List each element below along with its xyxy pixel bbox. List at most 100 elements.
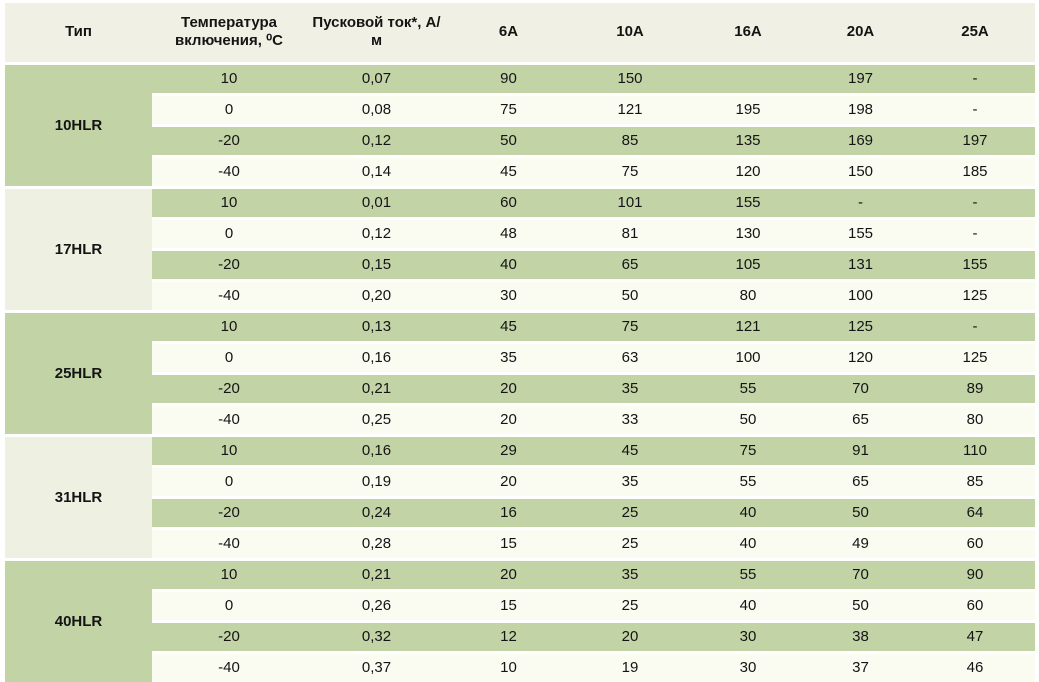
data-cell: 80	[915, 402, 1035, 435]
data-cell: 0	[152, 216, 306, 249]
data-row: -40 0,25 20 33 50 65 80	[5, 402, 1035, 435]
data-cell: 0,16	[306, 340, 447, 373]
data-cell: 0,12	[306, 123, 447, 156]
data-cell: -20	[152, 247, 306, 280]
data-row: -20 0,32 12 20 30 38 47	[5, 619, 1035, 652]
data-row: 0 0,26 15 25 40 50 60	[5, 588, 1035, 621]
data-cell: 0,26	[306, 588, 447, 621]
data-cell: 0,28	[306, 526, 447, 559]
data-cell	[690, 61, 806, 94]
data-cell: 15	[447, 526, 570, 559]
data-cell: -	[915, 216, 1035, 249]
data-cell: 75	[690, 433, 806, 466]
data-cell: 110	[915, 433, 1035, 466]
data-row: 25HLR 10 0,13 45 75 121 125-	[5, 309, 1035, 435]
data-cell: 185	[915, 154, 1035, 187]
data-cell: 0,07	[306, 61, 447, 94]
data-cell: 12	[447, 619, 570, 652]
data-cell: 0,21	[306, 371, 447, 404]
data-cell: 40	[690, 588, 806, 621]
data-cell: 40	[690, 526, 806, 559]
data-cell: 30	[447, 278, 570, 311]
table-header: Тип Температура включения, ⁰С Пусковой т…	[5, 3, 1035, 63]
data-cell: 0,01	[306, 185, 447, 218]
col-header-25a: 25А	[915, 3, 1035, 63]
data-cell: 40	[447, 247, 570, 280]
header-row: Тип Температура включения, ⁰С Пусковой т…	[5, 3, 1035, 63]
data-cell: 75	[570, 309, 690, 342]
data-cell: 10	[152, 433, 306, 466]
data-cell: 198	[806, 92, 915, 125]
type-cell: 25HLR	[5, 309, 152, 435]
data-cell: 10	[152, 557, 306, 590]
col-header-temperature: Температура включения, ⁰С	[152, 3, 306, 63]
data-cell: 70	[806, 371, 915, 404]
data-cell: 16	[447, 495, 570, 528]
data-cell: 197	[915, 123, 1035, 156]
data-cell: 0,24	[306, 495, 447, 528]
data-cell: 0	[152, 588, 306, 621]
data-row: -20 0,15 40 65 105 131 155	[5, 247, 1035, 280]
data-cell: 35	[570, 371, 690, 404]
col-header-6a: 6А	[447, 3, 570, 63]
data-cell: 47	[915, 619, 1035, 652]
data-cell: 0,19	[306, 464, 447, 497]
col-header-type: Тип	[5, 3, 152, 63]
data-cell: -40	[152, 402, 306, 435]
data-cell: 45	[447, 309, 570, 342]
data-cell: 0,16	[306, 433, 447, 466]
data-cell: 50	[806, 495, 915, 528]
data-row: -20 0,21 20 35 55 70 89	[5, 371, 1035, 404]
data-cell: 120	[806, 340, 915, 373]
type-cell: 31HLR	[5, 433, 152, 559]
data-cell: 75	[570, 154, 690, 187]
data-cell: 10	[152, 185, 306, 218]
data-cell: 10	[152, 61, 306, 94]
data-row: 0 0,12 48 81 130 155-	[5, 216, 1035, 249]
data-cell: 169	[806, 123, 915, 156]
data-row: 17HLR 10 0,01 60 101 155- -	[5, 185, 1035, 311]
data-cell: 50	[447, 123, 570, 156]
data-cell: 155	[915, 247, 1035, 280]
data-cell: -	[915, 61, 1035, 94]
data-cell: 60	[915, 526, 1035, 559]
data-cell: 120	[690, 154, 806, 187]
data-cell: 38	[806, 619, 915, 652]
data-cell: 105	[690, 247, 806, 280]
data-cell: 25	[570, 588, 690, 621]
data-cell: 125	[806, 309, 915, 342]
data-cell: 40	[690, 495, 806, 528]
data-cell: 60	[915, 588, 1035, 621]
data-cell: -40	[152, 154, 306, 187]
data-cell: 125	[915, 278, 1035, 311]
data-row: -40 0,37 10 19 30 37 46	[5, 650, 1035, 682]
data-cell: 19	[570, 650, 690, 682]
data-cell: 81	[570, 216, 690, 249]
data-cell: -40	[152, 278, 306, 311]
data-cell: 125	[915, 340, 1035, 373]
data-cell: -	[806, 185, 915, 218]
data-cell: 15	[447, 588, 570, 621]
thermal-relay-spec-table: Тип Температура включения, ⁰С Пусковой т…	[5, 3, 1035, 682]
data-cell: 55	[690, 557, 806, 590]
data-cell: 50	[806, 588, 915, 621]
data-cell: 121	[570, 92, 690, 125]
data-cell: 25	[570, 495, 690, 528]
data-cell: -20	[152, 495, 306, 528]
data-cell: 35	[570, 557, 690, 590]
data-cell: 49	[806, 526, 915, 559]
data-cell: 101	[570, 185, 690, 218]
data-cell: 0,37	[306, 650, 447, 682]
data-cell: 20	[447, 402, 570, 435]
data-cell: 55	[690, 371, 806, 404]
data-cell: 65	[806, 402, 915, 435]
data-row: 10HLR 10 0,07 90 150 197-	[5, 61, 1035, 187]
data-cell: 100	[690, 340, 806, 373]
data-row: -20 0,12 50 85 135 169 197	[5, 123, 1035, 156]
data-cell: 10	[152, 309, 306, 342]
data-cell: 135	[690, 123, 806, 156]
data-row: -20 0,24 16 25 40 50 64	[5, 495, 1035, 528]
data-cell: 150	[806, 154, 915, 187]
col-header-10a: 10А	[570, 3, 690, 63]
data-row: 0 0,16 35 63 100 120 125	[5, 340, 1035, 373]
